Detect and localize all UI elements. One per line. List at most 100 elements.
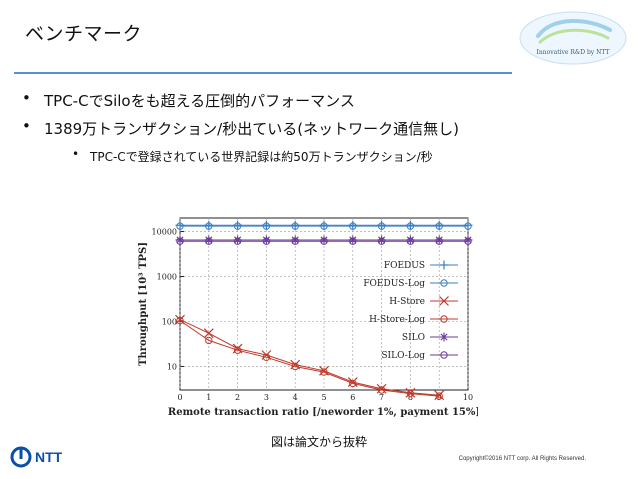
data-point — [205, 222, 213, 230]
data-point — [464, 237, 472, 245]
data-point — [435, 237, 443, 245]
legend-label: H-Store — [389, 297, 425, 307]
data-point — [205, 237, 213, 245]
data-point — [291, 222, 299, 230]
x-tick-label: 2 — [235, 393, 240, 402]
legend-marker — [439, 296, 449, 306]
x-tick-label: 10 — [463, 393, 473, 402]
legend-label: FOEDUS — [384, 261, 425, 271]
x-tick-label: 9 — [437, 393, 442, 402]
data-point — [405, 235, 415, 245]
bullet-2: • 1389万トランザクション/秒出ている(ネットワーク通信無し) — [22, 117, 459, 139]
data-point — [377, 386, 386, 394]
bullet-dot-icon: • — [72, 147, 80, 161]
data-point — [320, 237, 328, 245]
legend-marker — [440, 315, 448, 323]
series-silo — [175, 235, 473, 245]
data-point — [406, 237, 415, 245]
data-point — [349, 379, 357, 388]
data-point — [262, 222, 271, 230]
data-point — [176, 237, 184, 245]
data-point — [262, 237, 271, 245]
data-point — [291, 237, 299, 245]
series-foedus-log — [176, 222, 472, 230]
data-point — [320, 222, 328, 230]
data-point — [435, 222, 443, 230]
x-tick-label: 1 — [206, 393, 211, 402]
data-point — [291, 362, 299, 371]
series-h-store-log — [176, 316, 443, 400]
x-tick-label: 6 — [350, 393, 355, 402]
x-tick-label: 8 — [408, 393, 413, 402]
legend: FOEDUS FOEDUS-Log H-Store H-Store-Log SILO SI… — [363, 260, 458, 361]
y-tick-label: 100 — [162, 318, 177, 327]
data-point — [434, 235, 444, 245]
data-point — [405, 387, 416, 398]
y-axis-label: Throughput [10³ TPS] — [138, 242, 149, 366]
series-silo-log — [176, 237, 472, 245]
data-point — [349, 222, 357, 230]
innovative-rnd-logo: Innovative R&D by NTT — [518, 8, 628, 68]
y-tick-label: 10000 — [152, 228, 177, 237]
x-tick-label: 3 — [264, 393, 269, 402]
data-point — [435, 392, 443, 400]
data-point — [464, 222, 472, 230]
data-point — [319, 235, 329, 245]
data-point — [290, 235, 300, 245]
series-layer — [175, 220, 473, 401]
x-tick-label: 5 — [321, 393, 326, 402]
chart-grid — [179, 218, 469, 390]
data-point — [175, 235, 185, 245]
data-point — [176, 316, 184, 325]
copyright-text: Copyright©2016 NTT corp. All Rights Rese… — [458, 456, 586, 462]
x-tick-labels: 0 1 2 3 4 5 6 7 8 9 10 — [177, 393, 473, 402]
data-point — [463, 235, 473, 245]
data-point — [205, 336, 213, 345]
legend-marker — [439, 332, 449, 342]
series-line — [179, 319, 440, 396]
data-point — [348, 235, 358, 245]
legend-marker — [440, 351, 448, 359]
bullet-dot-icon: • — [22, 117, 31, 135]
data-point — [377, 235, 387, 245]
x-axis-label: Remote transaction ratio [/neworder 1%, … — [168, 407, 478, 418]
title-divider — [14, 72, 512, 74]
data-point — [377, 222, 386, 230]
ntt-wordmark: NTT — [35, 449, 63, 465]
legend-label: SILO — [402, 333, 425, 343]
legend-label: FOEDUS-Log — [363, 279, 425, 289]
legend-label: SILO-Log — [381, 351, 425, 361]
slide-title: ベンチマーク — [25, 23, 143, 45]
y-tick-label: 1000 — [157, 273, 177, 282]
bullet-dot-icon: • — [22, 89, 31, 107]
legend-marker — [439, 260, 449, 270]
data-point — [406, 389, 415, 398]
data-point — [176, 222, 184, 230]
logo-text: Innovative R&D by NTT — [537, 49, 610, 56]
x-tick-label: 0 — [177, 393, 182, 402]
y-tick-labels: 10 100 1000 10000 — [152, 228, 177, 372]
x-tick-label: 4 — [293, 393, 298, 402]
x-tick-label: 7 — [379, 393, 384, 402]
figure-caption: 図は論文から抜粋 — [270, 435, 367, 449]
data-point — [262, 353, 271, 361]
throughput-chart: 10 100 1000 10000 0 1 2 3 4 5 6 7 8 9 10 FOEDUS FOEDUS… — [130, 210, 480, 425]
bullet-1-text: TPC-CでSiloをも超える圧倒的パフォーマンス — [44, 92, 355, 110]
data-point — [349, 237, 357, 245]
data-point — [377, 237, 386, 245]
series-line — [179, 320, 440, 397]
ntt-logo: NTT — [10, 446, 80, 468]
data-point — [406, 222, 415, 230]
data-point — [204, 235, 214, 245]
data-point — [320, 368, 328, 376]
sub-bullet-1-text: TPC-Cで登録されている世界記録は約50万トランザクション/秒 — [90, 150, 433, 164]
data-point — [261, 235, 271, 245]
bullet-1: • TPC-CでSiloをも超える圧倒的パフォーマンス — [22, 89, 355, 111]
data-point — [203, 328, 214, 339]
bullet-2-text: 1389万トランザクション/秒出ている(ネットワーク通信無し) — [44, 120, 459, 138]
y-tick-label: 10 — [167, 362, 177, 371]
ntt-ring-icon — [10, 446, 32, 468]
data-point — [233, 235, 243, 245]
legend-label: H-Store-Log — [369, 315, 425, 325]
